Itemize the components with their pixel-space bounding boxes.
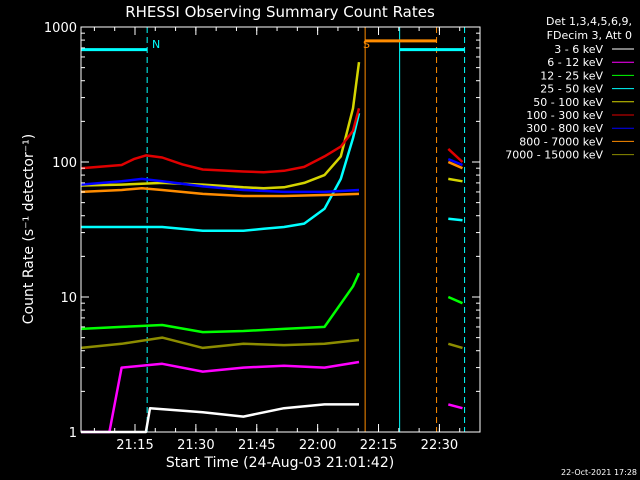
x-tick-label-1: 21:30 <box>177 438 214 453</box>
legend-label-3: 25 - 50 keV <box>540 83 603 96</box>
legend-label-2: 12 - 25 keV <box>540 69 603 82</box>
series-line-8 <box>81 403 359 434</box>
legend: Det 1,3,4,5,6,9, FDecim 3, Att 0 3 - 6 k… <box>505 15 634 162</box>
state-label-1: S <box>363 38 370 51</box>
legend-header-1: Det 1,3,4,5,6,9, <box>546 15 632 28</box>
legend-label-4: 50 - 100 keV <box>533 96 603 109</box>
timestamp: 22-Oct-2021 17:28 <box>561 468 637 477</box>
legend-label-6: 300 - 800 keV <box>526 122 603 135</box>
series-line-7 <box>81 360 463 434</box>
series-line-6 <box>80 336 463 350</box>
series-line-4 <box>80 157 463 194</box>
legend-label-8: 7000 - 15000 keV <box>505 149 603 162</box>
y-tick-label-2: 100 <box>52 156 77 171</box>
state-label-0: N <box>152 38 160 51</box>
y-tick-label-0: 1 <box>69 426 77 441</box>
y-axis-label: Count Rate (s⁻¹ detector⁻¹) <box>21 134 37 324</box>
axis-ticks: 21:15 21:30 21:45 22:00 22:15 22:30 1 10 100 1000 <box>44 21 480 453</box>
y-tick-label-1: 10 <box>60 291 77 306</box>
series-line-2 <box>80 61 463 190</box>
x-axis-label: Start Time (24-Aug-03 21:01:42) <box>166 455 394 471</box>
legend-label-5: 100 - 300 keV <box>526 109 603 122</box>
y-tick-label-3: 1000 <box>44 21 77 36</box>
series-line-5 <box>80 160 464 198</box>
x-tick-label-2: 21:45 <box>238 438 275 453</box>
series-line-0 <box>80 272 464 334</box>
x-tick-label-0: 21:15 <box>116 438 153 453</box>
legend-label-1: 6 - 12 keV <box>547 56 603 69</box>
series-line-1 <box>81 112 463 232</box>
legend-label-0: 3 - 6 keV <box>554 43 603 56</box>
x-tick-label-4: 22:15 <box>360 438 397 453</box>
chart-title: RHESSI Observing Summary Count Rates <box>125 3 435 21</box>
plot-frame <box>80 26 481 433</box>
legend-label-7: 800 - 7000 keV <box>519 135 603 148</box>
legend-header-2: FDecim 3, Att 0 <box>547 29 632 42</box>
series-line-3 <box>80 107 464 174</box>
x-tick-label-5: 22:30 <box>421 438 458 453</box>
x-tick-label-3: 22:00 <box>299 438 336 453</box>
